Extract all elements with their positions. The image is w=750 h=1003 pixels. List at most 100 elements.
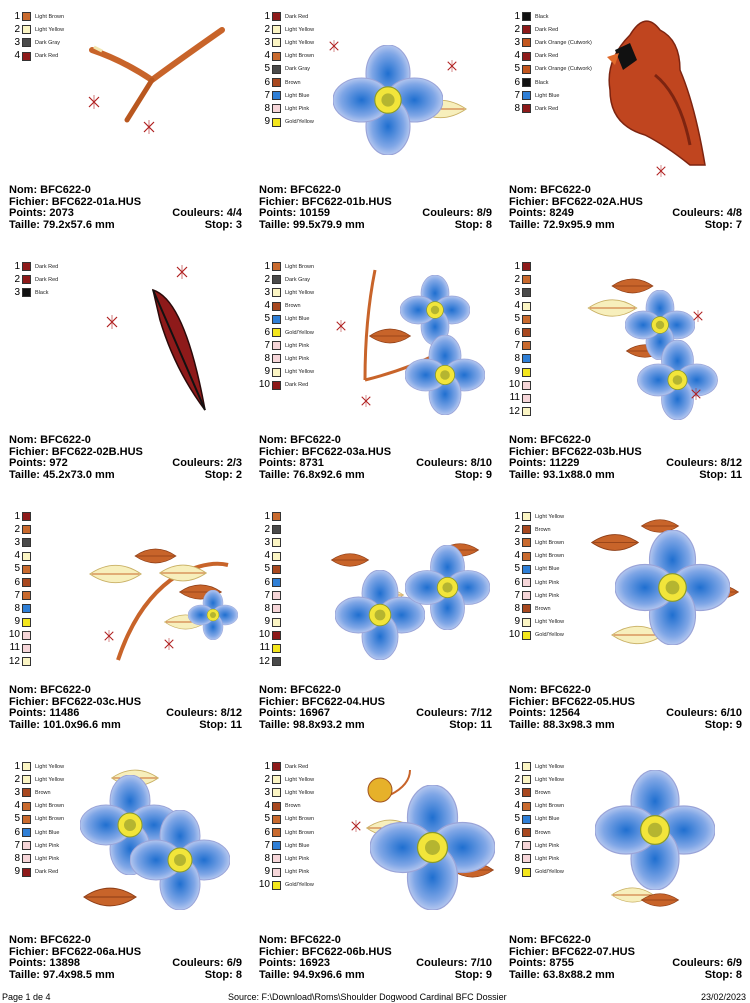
color-entry: 10 xyxy=(258,629,285,642)
color-list: 1 2 3 4 5 6 7 8 xyxy=(508,260,535,418)
stitch-count: 8731 xyxy=(299,457,324,469)
color-number: 12 xyxy=(258,655,270,667)
color-name: Dark Red xyxy=(285,382,309,389)
color-swatch xyxy=(22,657,31,667)
color-entry: 2 xyxy=(258,523,285,536)
color-number: 3 xyxy=(14,786,20,798)
color-swatch xyxy=(272,564,281,574)
color-entry: 6 xyxy=(258,576,285,589)
color-swatch xyxy=(272,538,281,548)
color-entry: 10 Gold/Yellow xyxy=(508,629,564,642)
design-card: 1 Dark Red 2 Dark Red 3 Black Nom: BFC62… xyxy=(0,250,250,500)
color-number: 4 xyxy=(264,800,270,812)
color-name: Light Brown xyxy=(535,539,565,546)
color-count: 4/8 xyxy=(726,207,742,219)
color-entry: 1 xyxy=(8,510,35,523)
color-entry: 7 Light Pink xyxy=(258,339,314,352)
design-info: Nom: BFC622-0 Fichier: BFC622-02A.HUS Po… xyxy=(509,184,742,231)
couleurs-label: Couleurs: xyxy=(172,457,224,469)
color-number: 5 xyxy=(264,313,270,325)
color-swatch xyxy=(272,51,281,61)
fichier-label: Fichier: xyxy=(509,695,549,708)
design-info: Nom: BFC622-0 Fichier: BFC622-06b.HUS Po… xyxy=(259,934,492,981)
design-card: 1 2 3 4 5 6 7 8 xyxy=(500,250,750,500)
couleurs-label: Couleurs: xyxy=(166,707,218,719)
color-entry: 4 xyxy=(8,550,35,563)
design-size: 76.8x92.6 mm xyxy=(293,468,365,481)
color-number: 2 xyxy=(14,23,20,35)
design-size: 98.8x93.2 mm xyxy=(293,718,365,731)
color-entry: 9 Light Yellow xyxy=(508,616,564,629)
source-path: Source: F:\Download\Roms\Shoulder Dogwoo… xyxy=(228,992,507,1002)
color-count: 6/10 xyxy=(720,707,742,719)
color-entry: 3 xyxy=(8,536,35,549)
color-swatch xyxy=(522,78,531,88)
color-swatch xyxy=(272,643,281,653)
color-number: 6 xyxy=(14,826,20,838)
fichier-label: Fichier: xyxy=(259,445,299,458)
color-count: 8/10 xyxy=(470,457,492,469)
color-name: Gold/Yellow xyxy=(285,882,314,889)
color-name: Light Brown xyxy=(285,263,315,270)
color-entry: 3 xyxy=(258,536,285,549)
color-entry: 3 xyxy=(508,286,535,299)
page-number: Page 1 de 4 xyxy=(2,992,51,1002)
stop-count: 7 xyxy=(735,218,742,231)
color-entry: 7 xyxy=(508,339,535,352)
color-swatch xyxy=(272,762,281,772)
stop-count: 3 xyxy=(235,218,242,231)
color-name: Brown xyxy=(535,789,551,796)
color-swatch xyxy=(272,814,281,824)
color-name: Light Yellow xyxy=(285,789,315,796)
color-entry: 12 xyxy=(8,655,35,668)
color-name: Light Brown xyxy=(285,53,315,60)
color-number: 8 xyxy=(514,602,520,614)
color-name: Light Pink xyxy=(535,579,560,586)
color-name: Light Pink xyxy=(35,855,60,862)
color-number: 9 xyxy=(264,866,270,878)
stop-label: Stop: xyxy=(199,718,228,731)
color-number: 5 xyxy=(14,813,20,825)
color-name: Dark Gray xyxy=(285,276,311,283)
color-swatch xyxy=(272,512,281,522)
file-name: BFC622-03b.HUS xyxy=(551,445,642,458)
color-entry: 4 Dark Red xyxy=(508,50,592,63)
color-entry: 9 Dark Red xyxy=(8,866,64,879)
color-swatch xyxy=(22,841,31,851)
color-name: Brown xyxy=(285,79,301,86)
design-card: 1 Light Yellow 2 Light Yellow 3 Brown 4 … xyxy=(0,750,250,1000)
color-number: 11 xyxy=(259,642,270,654)
color-number: 7 xyxy=(264,339,270,351)
color-entry: 4 Brown xyxy=(258,300,314,313)
stop-label: Stop: xyxy=(704,718,733,731)
stitch-count: 2073 xyxy=(49,207,74,219)
color-swatch xyxy=(522,854,531,864)
color-entry: 8 xyxy=(258,602,285,615)
color-name: Light Blue xyxy=(535,816,560,823)
color-number: 5 xyxy=(14,563,20,575)
color-swatch xyxy=(272,288,281,298)
color-entry: 8 Brown xyxy=(508,602,564,615)
color-entry: 11 xyxy=(508,392,535,405)
color-number: 5 xyxy=(514,63,520,75)
taille-label: Taille: xyxy=(509,468,540,481)
color-name: Dark Red xyxy=(535,105,559,112)
points-label: Points: xyxy=(509,207,547,219)
color-name: Light Brown xyxy=(35,816,65,823)
color-number: 4 xyxy=(514,300,520,312)
couleurs-label: Couleurs: xyxy=(172,957,224,969)
taille-label: Taille: xyxy=(9,218,40,231)
color-swatch xyxy=(522,788,531,798)
color-name: Light Brown xyxy=(535,553,565,560)
file-name: BFC622-05.HUS xyxy=(551,695,635,708)
color-number: 2 xyxy=(514,23,520,35)
color-swatch xyxy=(22,12,31,22)
nom-label: Nom: xyxy=(259,684,288,696)
color-name: Light Blue xyxy=(535,92,560,99)
nom-label: Nom: xyxy=(509,934,538,946)
color-swatch xyxy=(272,841,281,851)
leafy-branch-icon xyxy=(78,520,248,675)
color-name: Gold/Yellow xyxy=(285,119,314,126)
color-name: Brown xyxy=(535,829,551,836)
color-number: 4 xyxy=(514,50,520,62)
